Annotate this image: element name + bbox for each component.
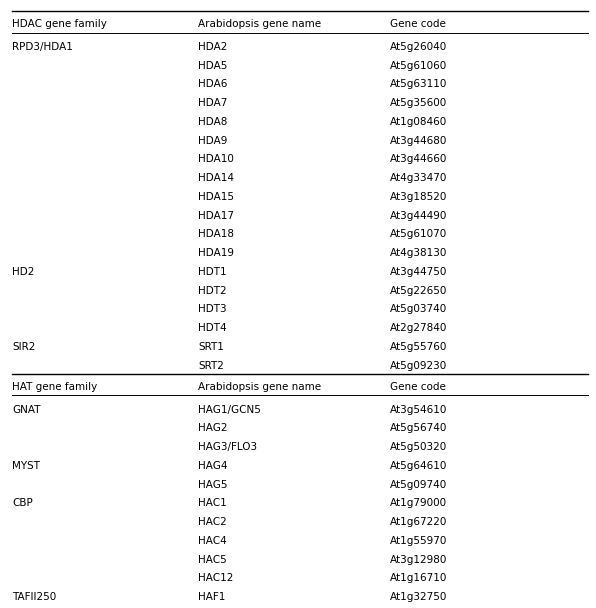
Text: Gene code: Gene code bbox=[390, 19, 446, 29]
Text: HAG1/GCN5: HAG1/GCN5 bbox=[198, 405, 261, 415]
Text: HAF1: HAF1 bbox=[198, 592, 225, 603]
Text: At5g55760: At5g55760 bbox=[390, 342, 448, 352]
Text: At2g27840: At2g27840 bbox=[390, 323, 448, 333]
Text: CBP: CBP bbox=[12, 499, 33, 508]
Text: At1g16710: At1g16710 bbox=[390, 573, 448, 584]
Text: At3g18520: At3g18520 bbox=[390, 192, 448, 202]
Text: At5g61060: At5g61060 bbox=[390, 61, 447, 71]
Text: HDA7: HDA7 bbox=[198, 98, 228, 108]
Text: HAG3/FLO3: HAG3/FLO3 bbox=[198, 442, 257, 452]
Text: At5g50320: At5g50320 bbox=[390, 442, 447, 452]
Text: MYST: MYST bbox=[12, 461, 40, 471]
Text: HDA6: HDA6 bbox=[198, 80, 228, 89]
Text: HDA18: HDA18 bbox=[198, 229, 234, 240]
Text: HAG4: HAG4 bbox=[198, 461, 228, 471]
Text: HDT2: HDT2 bbox=[198, 286, 226, 295]
Text: At3g44490: At3g44490 bbox=[390, 211, 448, 221]
Text: At5g26040: At5g26040 bbox=[390, 42, 447, 52]
Text: HDA19: HDA19 bbox=[198, 248, 234, 258]
Text: HAC5: HAC5 bbox=[198, 554, 226, 565]
Text: At1g79000: At1g79000 bbox=[390, 499, 447, 508]
Text: TAFII250: TAFII250 bbox=[12, 592, 56, 603]
Text: At1g55970: At1g55970 bbox=[390, 536, 448, 546]
Text: At5g61070: At5g61070 bbox=[390, 229, 447, 240]
Text: HDA17: HDA17 bbox=[198, 211, 234, 221]
Text: At5g35600: At5g35600 bbox=[390, 98, 447, 108]
Text: SRT1: SRT1 bbox=[198, 342, 224, 352]
Text: At3g12980: At3g12980 bbox=[390, 554, 448, 565]
Text: At3g54610: At3g54610 bbox=[390, 405, 448, 415]
Text: At5g09740: At5g09740 bbox=[390, 480, 447, 489]
Text: HDA14: HDA14 bbox=[198, 173, 234, 183]
Text: HDA9: HDA9 bbox=[198, 136, 228, 146]
Text: HDAC gene family: HDAC gene family bbox=[12, 19, 107, 29]
Text: At1g08460: At1g08460 bbox=[390, 117, 447, 127]
Text: HDA10: HDA10 bbox=[198, 154, 234, 164]
Text: HAG2: HAG2 bbox=[198, 424, 228, 434]
Text: Arabidopsis gene name: Arabidopsis gene name bbox=[198, 19, 321, 29]
Text: At4g33470: At4g33470 bbox=[390, 173, 448, 183]
Text: At5g22650: At5g22650 bbox=[390, 286, 448, 295]
Text: HDT3: HDT3 bbox=[198, 305, 226, 314]
Text: At3g44750: At3g44750 bbox=[390, 267, 448, 277]
Text: At3g44680: At3g44680 bbox=[390, 136, 448, 146]
Text: At4g38130: At4g38130 bbox=[390, 248, 448, 258]
Text: HAC2: HAC2 bbox=[198, 517, 226, 527]
Text: At5g63110: At5g63110 bbox=[390, 80, 448, 89]
Text: HD2: HD2 bbox=[12, 267, 35, 277]
Text: At5g56740: At5g56740 bbox=[390, 424, 448, 434]
Text: Gene code: Gene code bbox=[390, 382, 446, 392]
Text: Arabidopsis gene name: Arabidopsis gene name bbox=[198, 382, 321, 392]
Text: SIR2: SIR2 bbox=[12, 342, 35, 352]
Text: HAG5: HAG5 bbox=[198, 480, 228, 489]
Text: HDA8: HDA8 bbox=[198, 117, 228, 127]
Text: HDT1: HDT1 bbox=[198, 267, 226, 277]
Text: HAC4: HAC4 bbox=[198, 536, 226, 546]
Text: At5g03740: At5g03740 bbox=[390, 305, 447, 314]
Text: At3g44660: At3g44660 bbox=[390, 154, 448, 164]
Text: At1g32750: At1g32750 bbox=[390, 592, 448, 603]
Text: At5g64610: At5g64610 bbox=[390, 461, 448, 471]
Text: HDA15: HDA15 bbox=[198, 192, 234, 202]
Text: RPD3/HDA1: RPD3/HDA1 bbox=[12, 42, 73, 52]
Text: HAC1: HAC1 bbox=[198, 499, 226, 508]
Text: At1g67220: At1g67220 bbox=[390, 517, 448, 527]
Text: HDA2: HDA2 bbox=[198, 42, 228, 52]
Text: SRT2: SRT2 bbox=[198, 361, 224, 371]
Text: HDA5: HDA5 bbox=[198, 61, 228, 71]
Text: At5g09230: At5g09230 bbox=[390, 361, 447, 371]
Text: HAT gene family: HAT gene family bbox=[12, 382, 97, 392]
Text: HDT4: HDT4 bbox=[198, 323, 226, 333]
Text: HAC12: HAC12 bbox=[198, 573, 234, 584]
Text: GNAT: GNAT bbox=[12, 405, 41, 415]
